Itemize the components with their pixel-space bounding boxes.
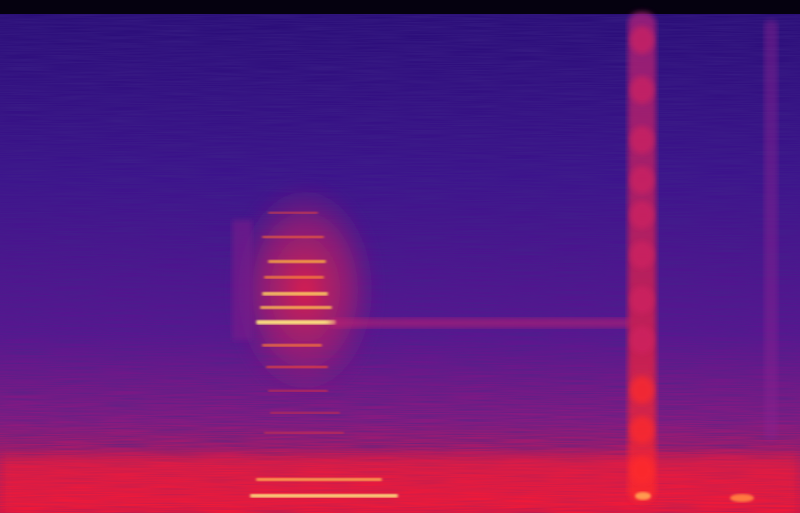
streak-pulse — [630, 166, 654, 194]
streak-base-spot — [635, 492, 651, 500]
spectrogram-top-band — [0, 0, 800, 14]
faint-vertical-streak — [764, 20, 778, 440]
streak-pulse — [630, 126, 654, 154]
low-frequency-energy-band — [0, 455, 800, 513]
bottom-right-spot — [730, 494, 754, 502]
harmonic-line — [268, 260, 326, 263]
harmonic-line — [264, 276, 324, 279]
streak-pulse — [630, 456, 654, 484]
harmonic-line — [262, 236, 324, 238]
streak-pulse — [630, 286, 654, 314]
streak-pulse — [630, 201, 654, 229]
harmonic-line — [256, 320, 336, 325]
harmonic-line — [270, 412, 340, 414]
harmonic-line — [260, 306, 332, 309]
harmonic-line — [266, 366, 328, 368]
streak-pulse — [630, 376, 654, 404]
harmonic-stack — [250, 212, 398, 498]
streak-pulse — [630, 326, 654, 354]
streak-pulse — [630, 416, 654, 444]
streak-pulse — [630, 26, 654, 54]
harmonic-line — [268, 212, 318, 214]
harmonic-line — [262, 344, 322, 347]
harmonic-line — [250, 494, 398, 498]
harmonic-line — [268, 390, 328, 392]
streak-pulses — [630, 26, 654, 484]
harmonic-stack-onset — [232, 220, 252, 340]
streak-pulse — [630, 76, 654, 104]
harmonic-tail — [330, 318, 630, 328]
streak-pulse — [630, 241, 654, 269]
harmonic-line — [264, 432, 344, 434]
harmonic-line — [262, 292, 328, 296]
harmonic-line — [256, 478, 382, 481]
